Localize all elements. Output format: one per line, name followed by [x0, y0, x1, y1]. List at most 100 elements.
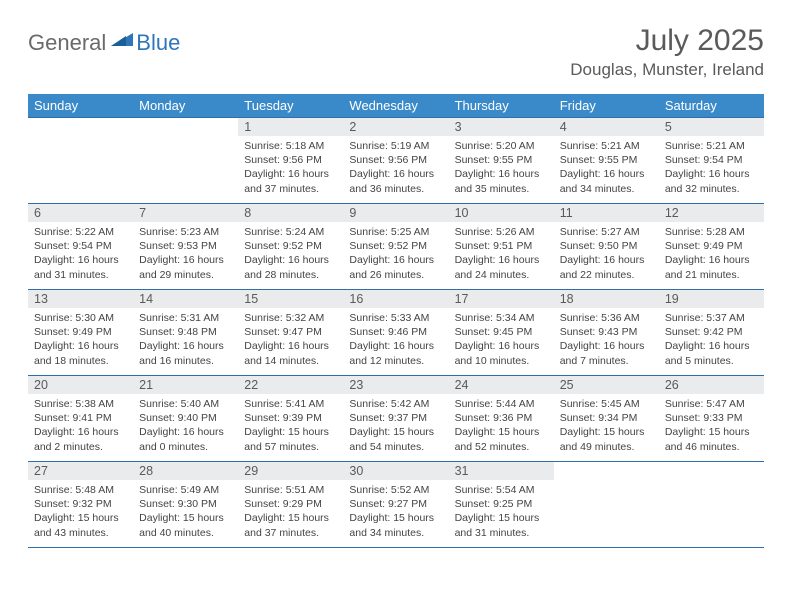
calendar-week-row: 6Sunrise: 5:22 AMSunset: 9:54 PMDaylight… — [28, 204, 764, 290]
daylight-text: Daylight: 15 hours and 54 minutes. — [349, 425, 442, 453]
day-details: Sunrise: 5:23 AMSunset: 9:53 PMDaylight:… — [133, 222, 238, 286]
weekday-header: Friday — [554, 94, 659, 118]
daylight-text: Daylight: 16 hours and 28 minutes. — [244, 253, 337, 281]
sunset-text: Sunset: 9:53 PM — [139, 239, 232, 253]
sunset-text: Sunset: 9:43 PM — [560, 325, 653, 339]
calendar-week-row: 13Sunrise: 5:30 AMSunset: 9:49 PMDayligh… — [28, 290, 764, 376]
day-number: 10 — [449, 204, 554, 222]
day-number: 21 — [133, 376, 238, 394]
day-details: Sunrise: 5:48 AMSunset: 9:32 PMDaylight:… — [28, 480, 133, 544]
sunset-text: Sunset: 9:55 PM — [560, 153, 653, 167]
day-details: Sunrise: 5:32 AMSunset: 9:47 PMDaylight:… — [238, 308, 343, 372]
calendar-cell: 4Sunrise: 5:21 AMSunset: 9:55 PMDaylight… — [554, 118, 659, 204]
day-details: Sunrise: 5:41 AMSunset: 9:39 PMDaylight:… — [238, 394, 343, 458]
calendar-cell: 12Sunrise: 5:28 AMSunset: 9:49 PMDayligh… — [659, 204, 764, 290]
calendar-cell: 6Sunrise: 5:22 AMSunset: 9:54 PMDaylight… — [28, 204, 133, 290]
calendar-cell: 22Sunrise: 5:41 AMSunset: 9:39 PMDayligh… — [238, 376, 343, 462]
sunrise-text: Sunrise: 5:21 AM — [665, 139, 758, 153]
sunrise-text: Sunrise: 5:18 AM — [244, 139, 337, 153]
daylight-text: Daylight: 16 hours and 36 minutes. — [349, 167, 442, 195]
brand-triangle-icon — [111, 30, 133, 51]
calendar-week-row: ....1Sunrise: 5:18 AMSunset: 9:56 PMDayl… — [28, 118, 764, 204]
daylight-text: Daylight: 16 hours and 32 minutes. — [665, 167, 758, 195]
calendar-cell: 16Sunrise: 5:33 AMSunset: 9:46 PMDayligh… — [343, 290, 448, 376]
sunrise-text: Sunrise: 5:42 AM — [349, 397, 442, 411]
day-details: Sunrise: 5:18 AMSunset: 9:56 PMDaylight:… — [238, 136, 343, 200]
day-details: Sunrise: 5:21 AMSunset: 9:54 PMDaylight:… — [659, 136, 764, 200]
sunset-text: Sunset: 9:52 PM — [349, 239, 442, 253]
daylight-text: Daylight: 16 hours and 37 minutes. — [244, 167, 337, 195]
daylight-text: Daylight: 16 hours and 21 minutes. — [665, 253, 758, 281]
day-number: 31 — [449, 462, 554, 480]
day-number: 14 — [133, 290, 238, 308]
sunset-text: Sunset: 9:37 PM — [349, 411, 442, 425]
daylight-text: Daylight: 16 hours and 26 minutes. — [349, 253, 442, 281]
day-number: 24 — [449, 376, 554, 394]
sunrise-text: Sunrise: 5:27 AM — [560, 225, 653, 239]
sunrise-text: Sunrise: 5:47 AM — [665, 397, 758, 411]
calendar-cell: 27Sunrise: 5:48 AMSunset: 9:32 PMDayligh… — [28, 462, 133, 548]
daylight-text: Daylight: 16 hours and 22 minutes. — [560, 253, 653, 281]
calendar-cell: 10Sunrise: 5:26 AMSunset: 9:51 PMDayligh… — [449, 204, 554, 290]
sunrise-text: Sunrise: 5:54 AM — [455, 483, 548, 497]
day-number: 1 — [238, 118, 343, 136]
sunrise-text: Sunrise: 5:52 AM — [349, 483, 442, 497]
sunset-text: Sunset: 9:48 PM — [139, 325, 232, 339]
calendar-cell: .. — [28, 118, 133, 204]
day-details: Sunrise: 5:49 AMSunset: 9:30 PMDaylight:… — [133, 480, 238, 544]
daylight-text: Daylight: 16 hours and 10 minutes. — [455, 339, 548, 367]
daylight-text: Daylight: 16 hours and 35 minutes. — [455, 167, 548, 195]
day-details: Sunrise: 5:45 AMSunset: 9:34 PMDaylight:… — [554, 394, 659, 458]
day-details: Sunrise: 5:40 AMSunset: 9:40 PMDaylight:… — [133, 394, 238, 458]
weekday-header: Sunday — [28, 94, 133, 118]
sunset-text: Sunset: 9:56 PM — [349, 153, 442, 167]
daylight-text: Daylight: 16 hours and 0 minutes. — [139, 425, 232, 453]
sunrise-text: Sunrise: 5:36 AM — [560, 311, 653, 325]
sunrise-text: Sunrise: 5:49 AM — [139, 483, 232, 497]
day-details: Sunrise: 5:21 AMSunset: 9:55 PMDaylight:… — [554, 136, 659, 200]
day-details: Sunrise: 5:20 AMSunset: 9:55 PMDaylight:… — [449, 136, 554, 200]
calendar-cell: 14Sunrise: 5:31 AMSunset: 9:48 PMDayligh… — [133, 290, 238, 376]
day-details: Sunrise: 5:19 AMSunset: 9:56 PMDaylight:… — [343, 136, 448, 200]
weekday-header: Tuesday — [238, 94, 343, 118]
day-number: 15 — [238, 290, 343, 308]
sunrise-text: Sunrise: 5:31 AM — [139, 311, 232, 325]
day-details: Sunrise: 5:27 AMSunset: 9:50 PMDaylight:… — [554, 222, 659, 286]
sunset-text: Sunset: 9:41 PM — [34, 411, 127, 425]
sunrise-text: Sunrise: 5:41 AM — [244, 397, 337, 411]
day-details: Sunrise: 5:33 AMSunset: 9:46 PMDaylight:… — [343, 308, 448, 372]
sunrise-text: Sunrise: 5:28 AM — [665, 225, 758, 239]
daylight-text: Daylight: 16 hours and 24 minutes. — [455, 253, 548, 281]
sunrise-text: Sunrise: 5:20 AM — [455, 139, 548, 153]
day-details: Sunrise: 5:51 AMSunset: 9:29 PMDaylight:… — [238, 480, 343, 544]
daylight-text: Daylight: 16 hours and 5 minutes. — [665, 339, 758, 367]
sunrise-text: Sunrise: 5:23 AM — [139, 225, 232, 239]
location-label: Douglas, Munster, Ireland — [570, 60, 764, 80]
day-details: Sunrise: 5:38 AMSunset: 9:41 PMDaylight:… — [28, 394, 133, 458]
day-details: Sunrise: 5:28 AMSunset: 9:49 PMDaylight:… — [659, 222, 764, 286]
sunrise-text: Sunrise: 5:30 AM — [34, 311, 127, 325]
daylight-text: Daylight: 15 hours and 34 minutes. — [349, 511, 442, 539]
sunset-text: Sunset: 9:39 PM — [244, 411, 337, 425]
sunset-text: Sunset: 9:51 PM — [455, 239, 548, 253]
sunrise-text: Sunrise: 5:25 AM — [349, 225, 442, 239]
sunset-text: Sunset: 9:49 PM — [665, 239, 758, 253]
calendar-cell: 21Sunrise: 5:40 AMSunset: 9:40 PMDayligh… — [133, 376, 238, 462]
sunrise-text: Sunrise: 5:34 AM — [455, 311, 548, 325]
day-details: Sunrise: 5:37 AMSunset: 9:42 PMDaylight:… — [659, 308, 764, 372]
day-details: Sunrise: 5:25 AMSunset: 9:52 PMDaylight:… — [343, 222, 448, 286]
sunrise-text: Sunrise: 5:44 AM — [455, 397, 548, 411]
day-number: 26 — [659, 376, 764, 394]
day-number: 20 — [28, 376, 133, 394]
brand-part1: General — [28, 30, 106, 56]
sunrise-text: Sunrise: 5:24 AM — [244, 225, 337, 239]
month-title: July 2025 — [570, 24, 764, 58]
weekday-header: Monday — [133, 94, 238, 118]
sunset-text: Sunset: 9:27 PM — [349, 497, 442, 511]
sunrise-text: Sunrise: 5:33 AM — [349, 311, 442, 325]
sunset-text: Sunset: 9:50 PM — [560, 239, 653, 253]
daylight-text: Daylight: 16 hours and 29 minutes. — [139, 253, 232, 281]
sunset-text: Sunset: 9:49 PM — [34, 325, 127, 339]
brand-part2: Blue — [136, 30, 180, 56]
sunset-text: Sunset: 9:56 PM — [244, 153, 337, 167]
